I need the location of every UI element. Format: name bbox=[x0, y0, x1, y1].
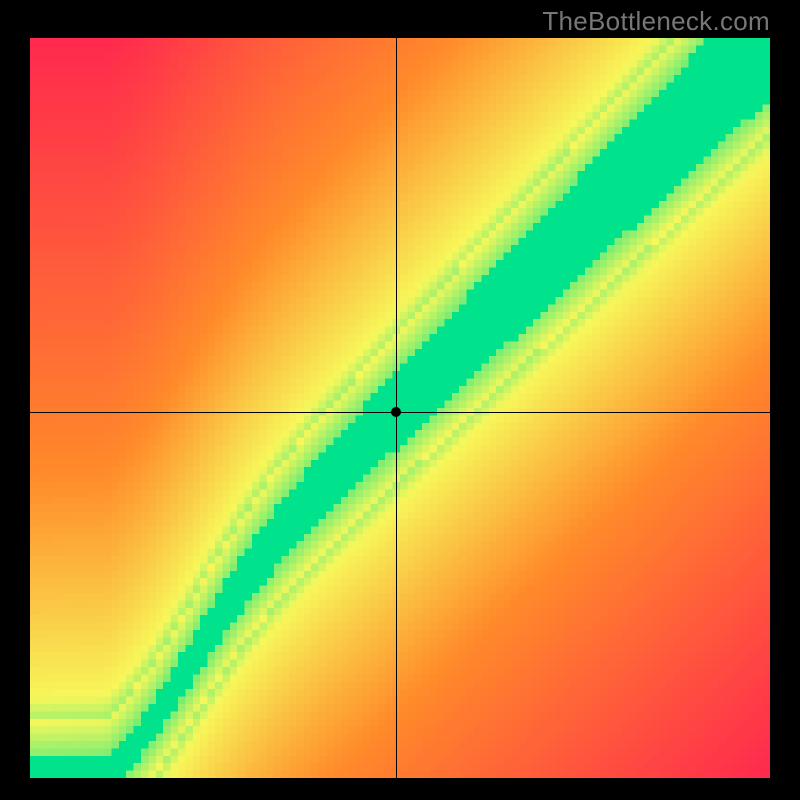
chart-container: TheBottleneck.com bbox=[0, 0, 800, 800]
plot-area bbox=[30, 38, 770, 778]
watermark-text: TheBottleneck.com bbox=[542, 6, 770, 37]
crosshair-marker bbox=[391, 407, 401, 417]
